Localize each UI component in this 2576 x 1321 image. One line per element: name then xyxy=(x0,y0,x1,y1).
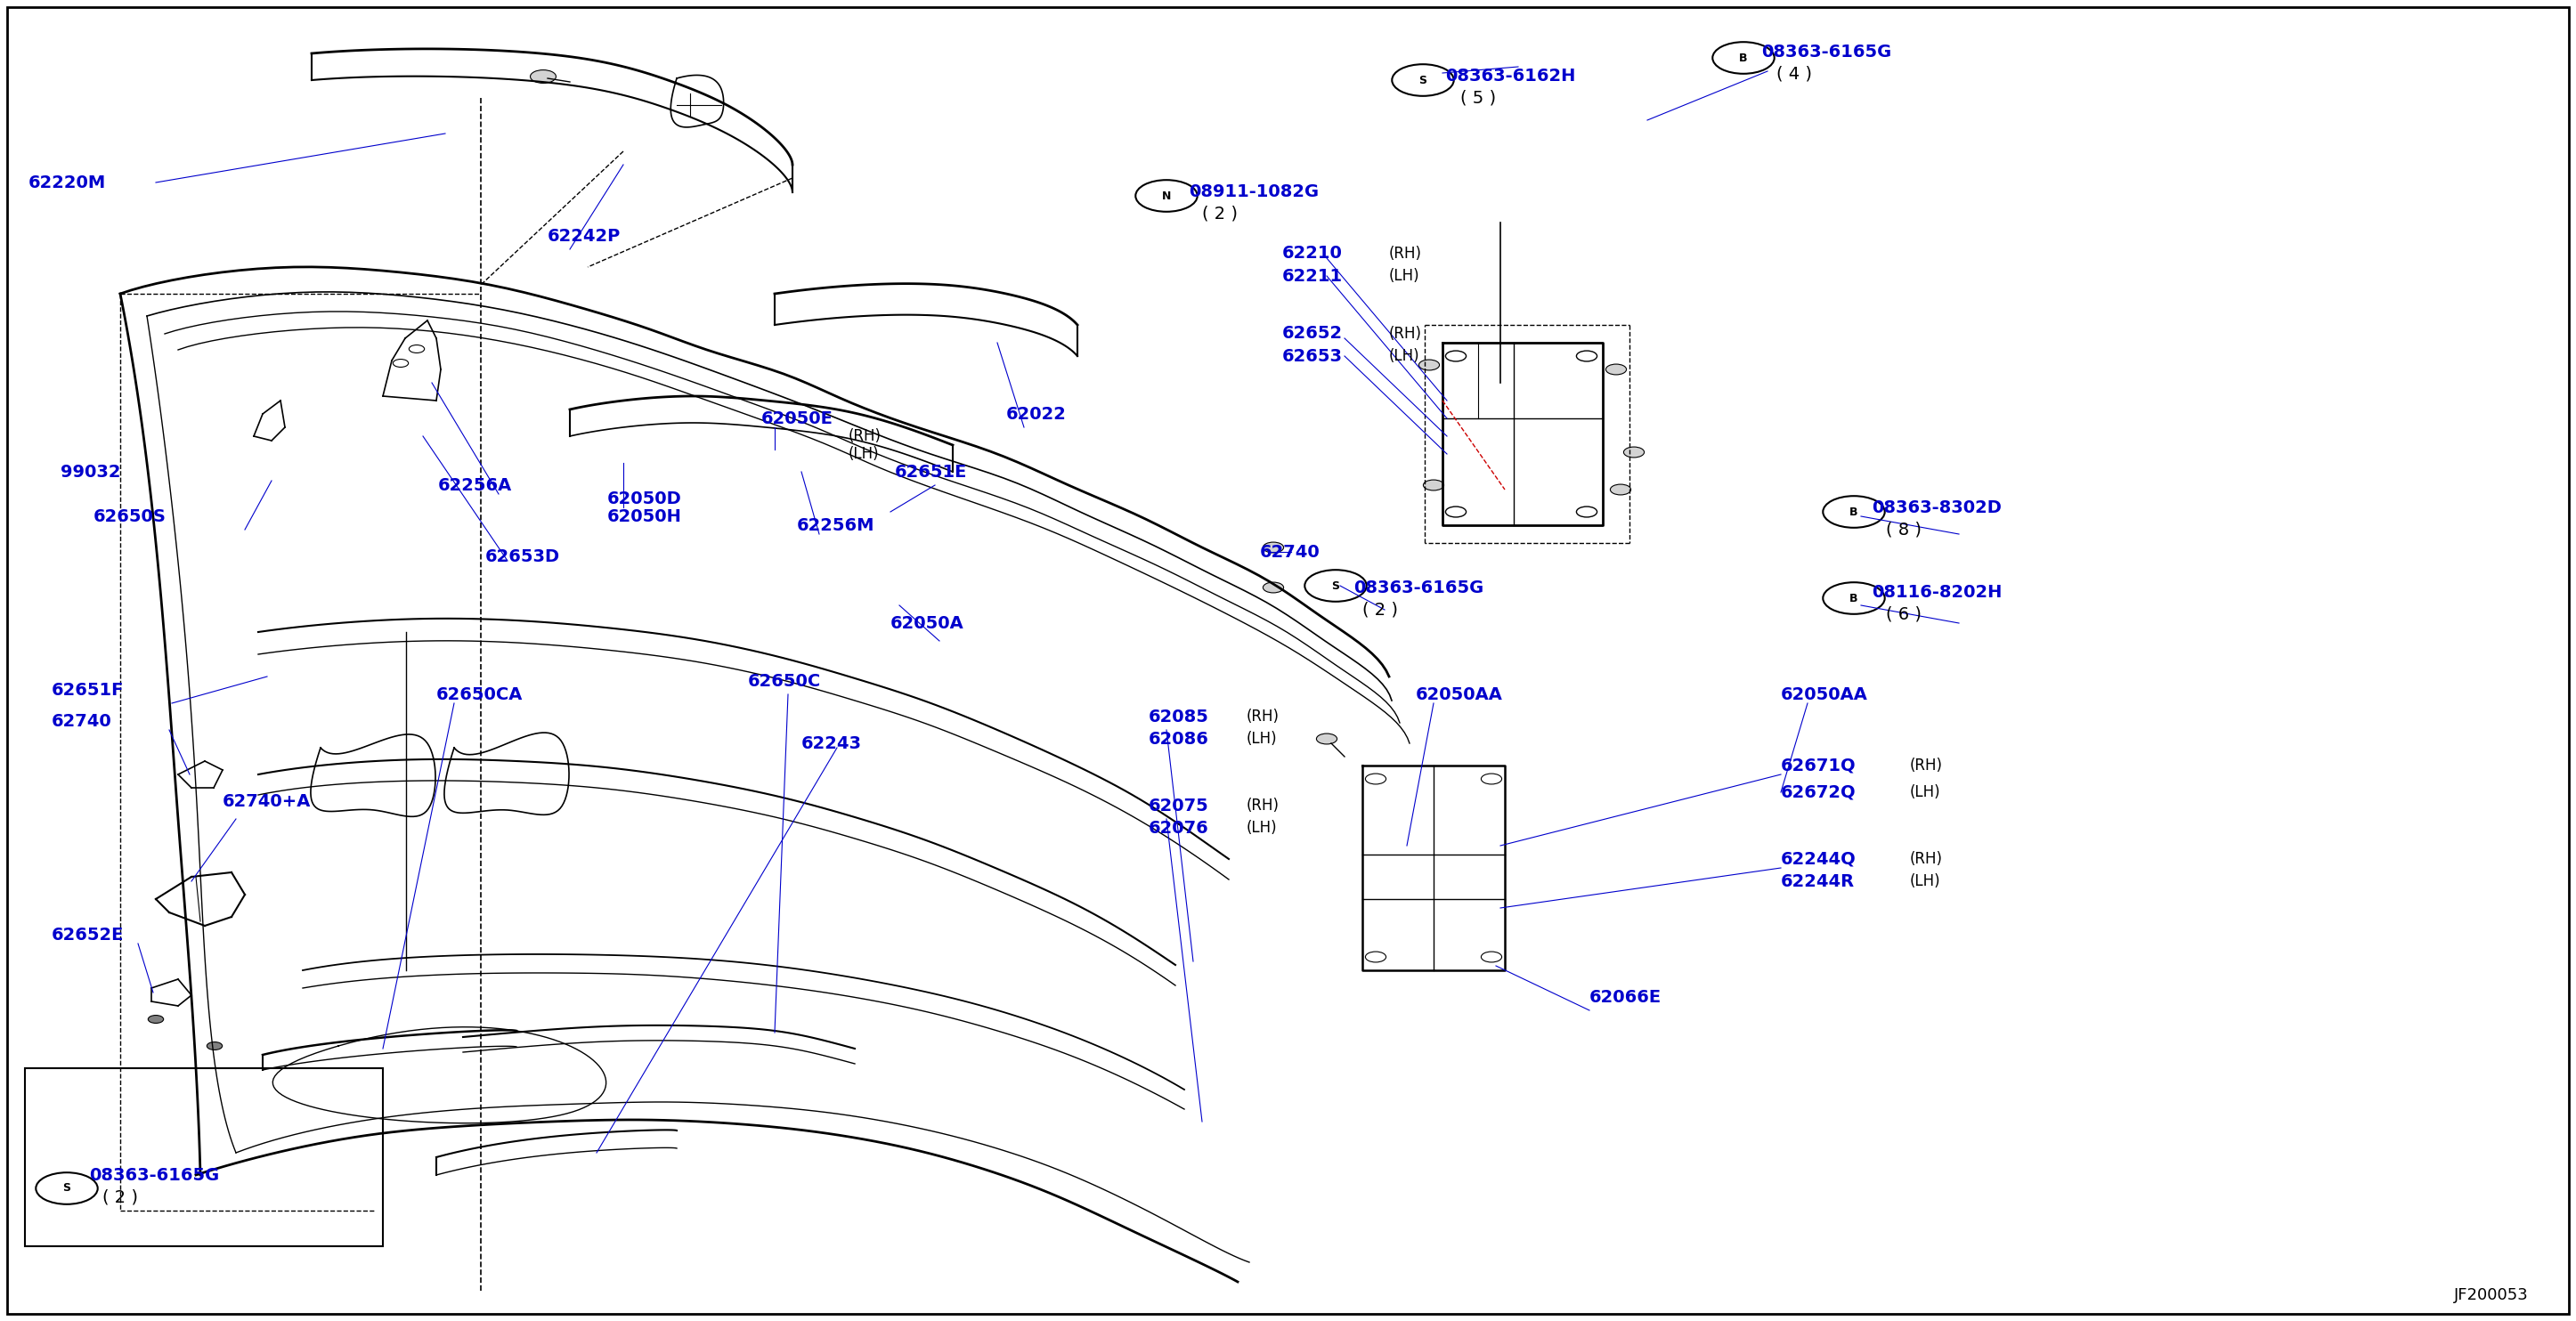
Text: 62050D: 62050D xyxy=(608,490,683,507)
Text: 62085: 62085 xyxy=(1149,708,1208,725)
Text: 08911-1082G: 08911-1082G xyxy=(1188,182,1319,199)
Text: 62740: 62740 xyxy=(1260,543,1321,560)
Text: (LH): (LH) xyxy=(1247,820,1278,836)
Text: 08116-8202H: 08116-8202H xyxy=(1873,584,2002,601)
Text: 62075: 62075 xyxy=(1149,797,1208,814)
Text: (RH): (RH) xyxy=(1388,326,1422,342)
Text: 62050H: 62050H xyxy=(608,507,683,524)
Text: ( 5 ): ( 5 ) xyxy=(1461,90,1497,107)
Text: 62022: 62022 xyxy=(1007,406,1066,423)
Text: 62672Q: 62672Q xyxy=(1780,783,1857,801)
Text: 08363-8302D: 08363-8302D xyxy=(1873,499,2002,515)
Text: 62653D: 62653D xyxy=(484,548,559,565)
Text: 62652: 62652 xyxy=(1283,325,1342,342)
Circle shape xyxy=(36,1173,98,1205)
Text: (LH): (LH) xyxy=(848,446,878,462)
Circle shape xyxy=(147,1016,162,1024)
Text: (LH): (LH) xyxy=(1388,347,1419,365)
Text: 62220M: 62220M xyxy=(28,174,106,192)
Text: 62244Q: 62244Q xyxy=(1780,851,1857,868)
Text: N: N xyxy=(1162,190,1172,202)
Text: 62050A: 62050A xyxy=(891,614,963,631)
Text: ( 8 ): ( 8 ) xyxy=(1886,522,1922,538)
Text: (RH): (RH) xyxy=(1247,708,1280,725)
Circle shape xyxy=(1713,42,1775,74)
Text: (RH): (RH) xyxy=(1909,851,1942,867)
Text: 62652E: 62652E xyxy=(52,926,124,943)
Text: 62653: 62653 xyxy=(1283,347,1342,365)
Circle shape xyxy=(1425,480,1445,490)
Text: 62244R: 62244R xyxy=(1780,873,1855,890)
Text: 62650CA: 62650CA xyxy=(435,686,523,703)
Text: 62256A: 62256A xyxy=(438,477,513,494)
Text: 62066E: 62066E xyxy=(1589,988,1662,1005)
Text: 08363-6162H: 08363-6162H xyxy=(1445,67,1577,85)
Text: (RH): (RH) xyxy=(848,428,881,444)
Text: B: B xyxy=(1850,506,1857,518)
Text: 62050AA: 62050AA xyxy=(1417,686,1502,703)
Text: 62740+A: 62740+A xyxy=(222,793,312,810)
Text: 62651E: 62651E xyxy=(894,464,969,481)
Text: S: S xyxy=(62,1182,70,1194)
Text: 62076: 62076 xyxy=(1149,819,1208,836)
Circle shape xyxy=(1605,365,1625,375)
Circle shape xyxy=(1136,180,1198,211)
Text: 62243: 62243 xyxy=(801,734,863,752)
Text: (LH): (LH) xyxy=(1909,785,1940,801)
Circle shape xyxy=(206,1042,222,1050)
Text: 62740: 62740 xyxy=(52,712,111,729)
Text: ( 2 ): ( 2 ) xyxy=(1363,601,1399,618)
Text: 62650C: 62650C xyxy=(747,672,822,690)
Text: ( 2 ): ( 2 ) xyxy=(103,1189,139,1206)
Text: ( 6 ): ( 6 ) xyxy=(1886,606,1922,622)
Text: 62256M: 62256M xyxy=(796,517,876,534)
Text: (LH): (LH) xyxy=(1909,873,1940,889)
Text: 08363-6165G: 08363-6165G xyxy=(90,1166,219,1184)
Text: S: S xyxy=(1332,580,1340,592)
Circle shape xyxy=(1391,65,1453,96)
Text: S: S xyxy=(1419,74,1427,86)
Circle shape xyxy=(1262,542,1283,552)
Text: ( 4 ): ( 4 ) xyxy=(1777,66,1811,82)
Text: JF200053: JF200053 xyxy=(2455,1287,2530,1304)
Text: (LH): (LH) xyxy=(1247,731,1278,746)
Text: 99032: 99032 xyxy=(62,464,121,481)
Circle shape xyxy=(531,70,556,83)
Text: 62210: 62210 xyxy=(1283,246,1342,262)
Text: (RH): (RH) xyxy=(1909,757,1942,774)
Text: 62650S: 62650S xyxy=(93,507,167,524)
Text: 62671Q: 62671Q xyxy=(1780,757,1857,774)
Text: (RH): (RH) xyxy=(1247,798,1280,814)
Text: (LH): (LH) xyxy=(1388,268,1419,284)
Circle shape xyxy=(1303,569,1365,601)
Text: 08363-6165G: 08363-6165G xyxy=(1352,579,1484,596)
Text: 08363-6165G: 08363-6165G xyxy=(1762,44,1891,59)
Text: 62086: 62086 xyxy=(1149,731,1208,748)
Circle shape xyxy=(1419,359,1440,370)
Text: 62050AA: 62050AA xyxy=(1780,686,1868,703)
Text: 62242P: 62242P xyxy=(549,227,621,244)
Circle shape xyxy=(1610,485,1631,495)
Circle shape xyxy=(1824,583,1886,614)
Text: (RH): (RH) xyxy=(1388,246,1422,262)
Circle shape xyxy=(1623,446,1643,457)
Text: 62211: 62211 xyxy=(1283,267,1342,284)
Circle shape xyxy=(1824,495,1886,527)
Circle shape xyxy=(1316,733,1337,744)
Text: ( 2 ): ( 2 ) xyxy=(1203,205,1236,222)
Text: 62651F: 62651F xyxy=(52,682,124,699)
Text: B: B xyxy=(1850,592,1857,604)
Circle shape xyxy=(1262,583,1283,593)
Text: 62050E: 62050E xyxy=(762,410,832,427)
Text: B: B xyxy=(1739,52,1747,63)
